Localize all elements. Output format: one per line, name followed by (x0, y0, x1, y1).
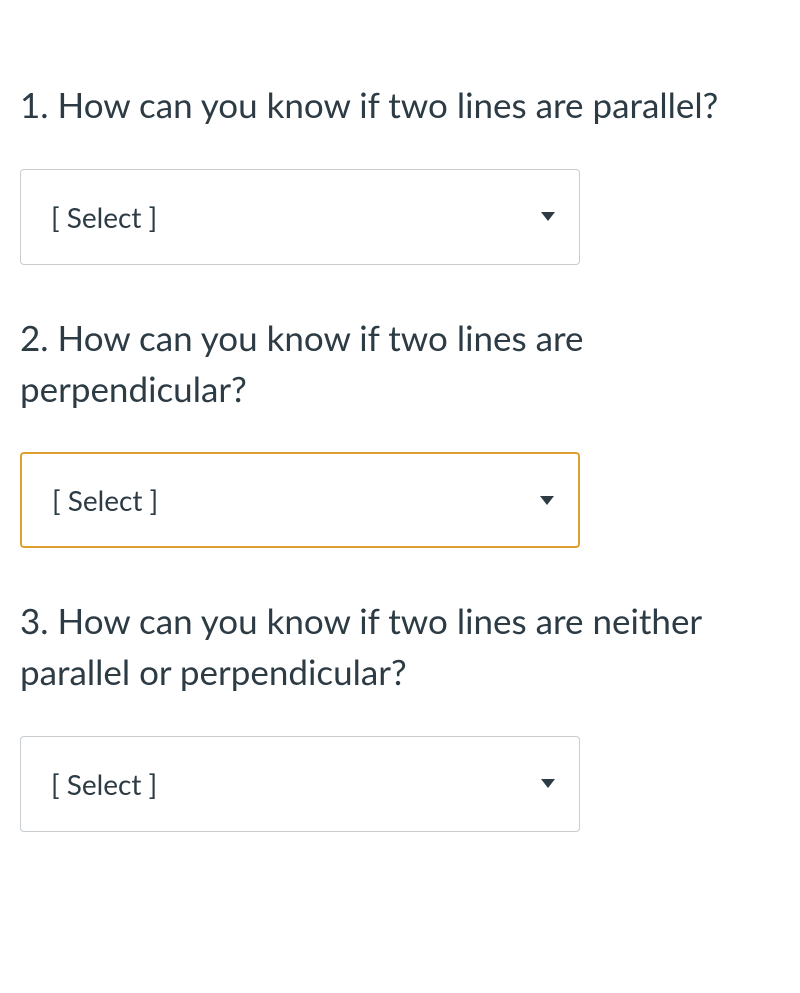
select-text: [ Select ] (52, 483, 158, 517)
question-number: 1. (20, 84, 49, 126)
chevron-down-icon (541, 779, 555, 788)
question-block-2: 2. How can you know if two lines are per… (20, 313, 780, 549)
select-dropdown-1[interactable]: [ Select ] (20, 169, 580, 265)
question-number: 3. (20, 600, 49, 642)
question-text-2: 2. How can you know if two lines are per… (20, 313, 780, 415)
question-text-3: 3. How can you know if two lines are nei… (20, 596, 780, 698)
select-text: [ Select ] (51, 767, 157, 801)
question-body: How can you know if two lines are parall… (58, 84, 719, 126)
select-text: [ Select ] (51, 200, 157, 234)
chevron-down-icon (541, 212, 555, 221)
select-dropdown-2[interactable]: [ Select ] (20, 452, 580, 548)
question-text-1: 1. How can you know if two lines are par… (20, 80, 780, 131)
question-block-1: 1. How can you know if two lines are par… (20, 80, 780, 265)
question-block-3: 3. How can you know if two lines are nei… (20, 596, 780, 832)
chevron-down-icon (540, 496, 554, 505)
question-number: 2. (20, 317, 49, 359)
question-body: How can you know if two lines are neithe… (20, 600, 701, 693)
question-body: How can you know if two lines are perpen… (20, 317, 584, 410)
select-dropdown-3[interactable]: [ Select ] (20, 736, 580, 832)
